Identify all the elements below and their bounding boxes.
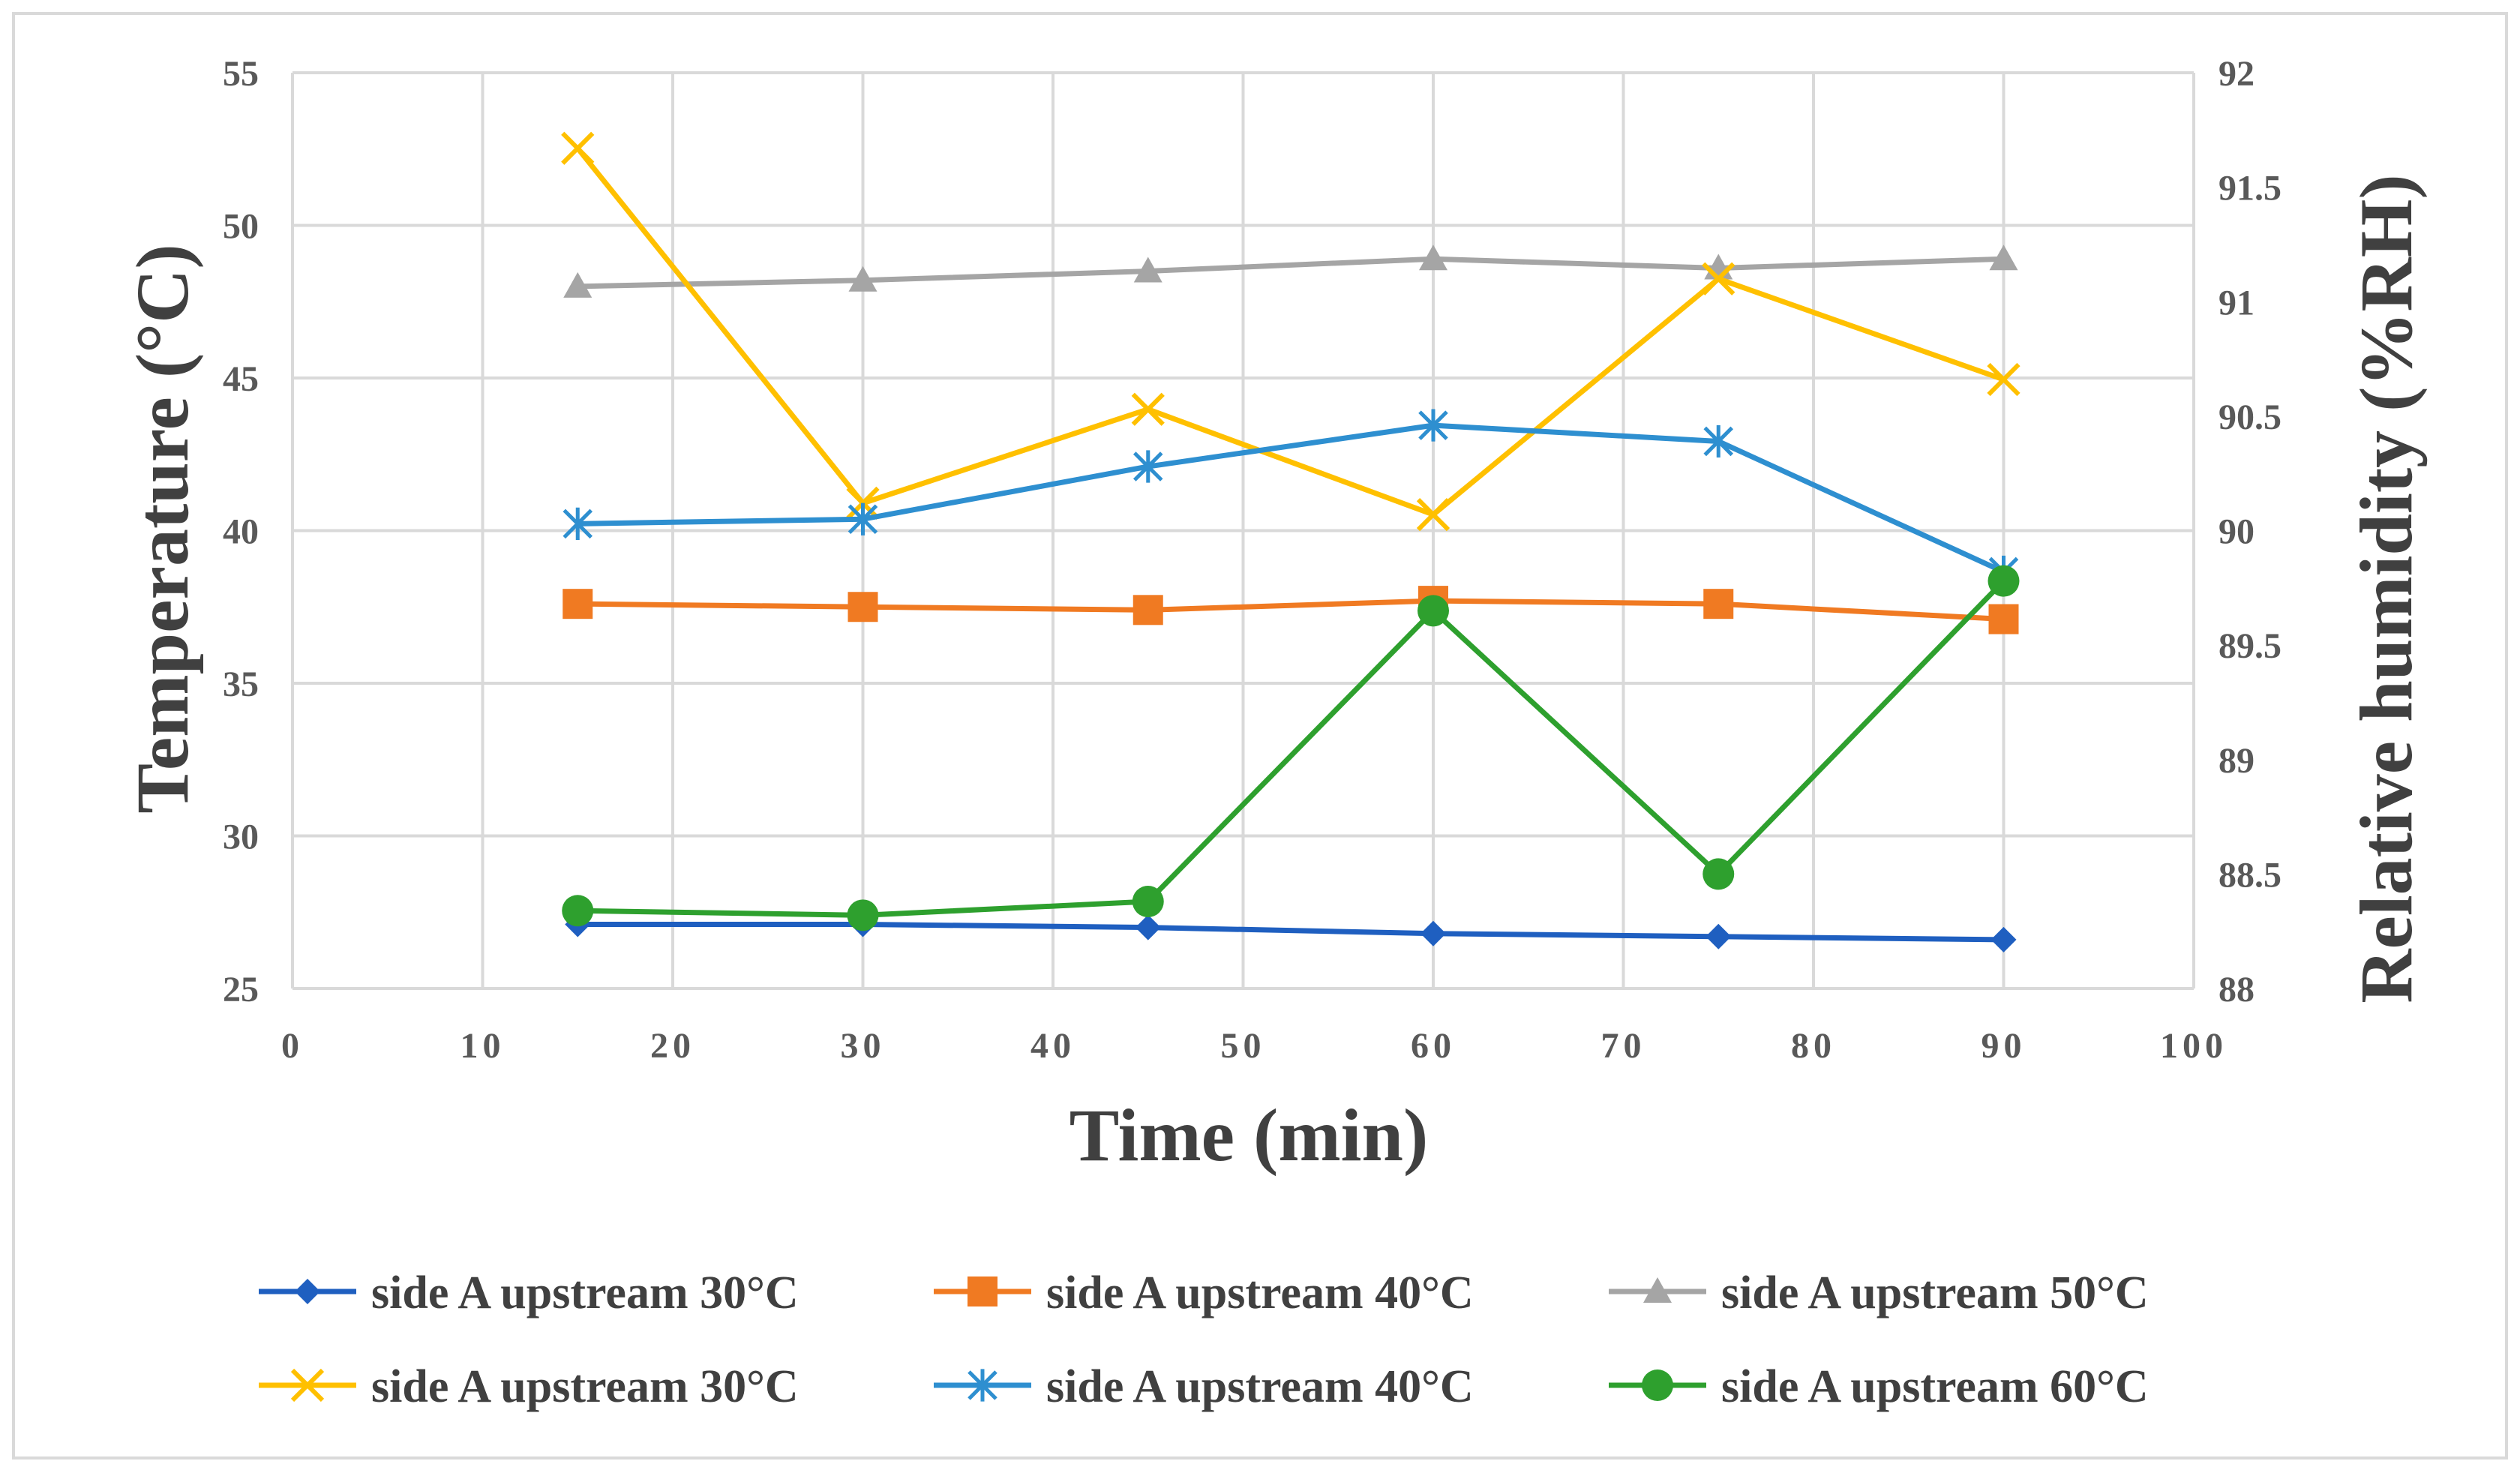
y-axis-right-title: Relative humidity (%RH) (2344, 174, 2428, 1003)
data-point (1703, 589, 1734, 620)
data-point (848, 266, 878, 292)
data-point (1990, 926, 2017, 952)
legend-marker (968, 1369, 998, 1402)
x-tick-label: 30 (841, 1026, 886, 1066)
y-left-tick-label: 45 (223, 359, 259, 399)
data-point (1418, 595, 1449, 627)
series-layer (561, 131, 2020, 952)
legend-marker (968, 1276, 998, 1306)
data-point (1989, 244, 2018, 271)
legend: side A upstream 30°C side A upstream 40°C… (259, 1268, 2149, 1412)
legend-marker (1642, 1370, 1673, 1401)
series-line (574, 256, 2006, 290)
x-axis-title: Time (min) (1070, 1094, 1429, 1177)
data-point (848, 502, 878, 536)
legend-label: side A upstream 50°C (1721, 1268, 2149, 1318)
data-point (1987, 362, 2020, 397)
data-point (1418, 409, 1448, 442)
legend-marker (295, 1279, 320, 1304)
data-point (1132, 450, 1163, 483)
x-tick-label: 100 (2160, 1026, 2228, 1066)
y-right-tick-label: 91.5 (2218, 169, 2282, 208)
legend-label: side A upstream 60°C (1721, 1361, 2149, 1412)
series-line (574, 598, 2006, 622)
y-axis-left-title: Temperature (°C) (121, 244, 204, 813)
series-line (574, 922, 2006, 943)
y-left-tick-label: 40 (223, 512, 259, 552)
series-line (574, 578, 2006, 918)
legend-item: side A upstream 50°C (1609, 1268, 2149, 1318)
y-right-tick-label: 88 (2218, 970, 2254, 1010)
y-right-tick-label: 90.5 (2218, 398, 2282, 437)
legend-label: side A upstream 30°C (371, 1268, 799, 1318)
data-point (562, 507, 593, 540)
legend-item: side A upstream 30°C (259, 1361, 799, 1412)
y-right-tick-label: 89 (2218, 741, 2254, 781)
y-right-tick-label: 90 (2218, 512, 2254, 552)
legend-label: side A upstream 40°C (1046, 1268, 1474, 1318)
x-tick-label: 80 (1791, 1026, 1836, 1066)
data-point (562, 589, 593, 620)
data-point (1702, 262, 1736, 296)
series-5 (562, 409, 2019, 589)
data-point (847, 899, 879, 932)
data-point (848, 592, 878, 622)
data-point (1702, 858, 1735, 890)
y-right-tick-label: 89.5 (2218, 626, 2282, 666)
data-point (1706, 923, 1732, 950)
legend-marker (290, 1368, 325, 1402)
y-left-tick-label: 55 (223, 54, 259, 94)
series-line (574, 422, 2006, 574)
data-point (562, 895, 594, 927)
data-point (1135, 914, 1161, 940)
data-point (1131, 392, 1165, 426)
y-right-tick-label: 91 (2218, 283, 2254, 322)
y-left-tick-label: 50 (223, 207, 259, 247)
data-point (1988, 604, 2019, 634)
x-tick-label: 0 (281, 1026, 304, 1066)
tick-labels: 0 10 20 30 40 50 60 70 80 90 100 25 30 35 40 45 50 55 88 88… (223, 54, 2282, 1066)
series-line (574, 146, 2006, 518)
x-tick-label: 60 (1411, 1026, 1456, 1066)
legend-item: side A upstream 60°C (1609, 1361, 2149, 1412)
legend-item: side A upstream 30°C (259, 1268, 799, 1318)
x-tick-label: 90 (1982, 1026, 2026, 1066)
data-point (1416, 498, 1450, 532)
data-point (1419, 244, 1448, 271)
x-tick-label: 70 (1601, 1026, 1646, 1066)
x-tick-label: 20 (650, 1026, 695, 1066)
x-tick-label: 40 (1030, 1026, 1076, 1066)
series-6 (562, 565, 2020, 932)
data-point (1132, 595, 1163, 626)
legend-item: side A upstream 40°C (934, 1361, 1474, 1412)
y-right-tick-label: 88.5 (2218, 855, 2282, 895)
legend-label: side A upstream 40°C (1046, 1361, 1474, 1412)
x-tick-label: 50 (1221, 1026, 1266, 1066)
data-point (563, 272, 592, 298)
y-right-tick-label: 92 (2218, 54, 2254, 94)
y-left-tick-label: 35 (223, 664, 259, 704)
y-left-tick-label: 25 (223, 970, 259, 1010)
data-point (1420, 920, 1446, 946)
grid-lines (291, 71, 2195, 990)
data-point (1703, 424, 1734, 458)
data-point (561, 131, 595, 165)
y-left-tick-label: 30 (223, 818, 259, 857)
series-4 (561, 131, 2020, 532)
legend-label: side A upstream 30°C (371, 1361, 799, 1412)
data-point (1132, 886, 1164, 918)
chart-border (12, 12, 2508, 1460)
data-point (1988, 565, 2020, 597)
x-tick-label: 10 (460, 1026, 506, 1066)
legend-item: side A upstream 40°C (934, 1268, 1474, 1318)
data-point (1133, 256, 1162, 283)
legend-marker (1643, 1277, 1672, 1303)
